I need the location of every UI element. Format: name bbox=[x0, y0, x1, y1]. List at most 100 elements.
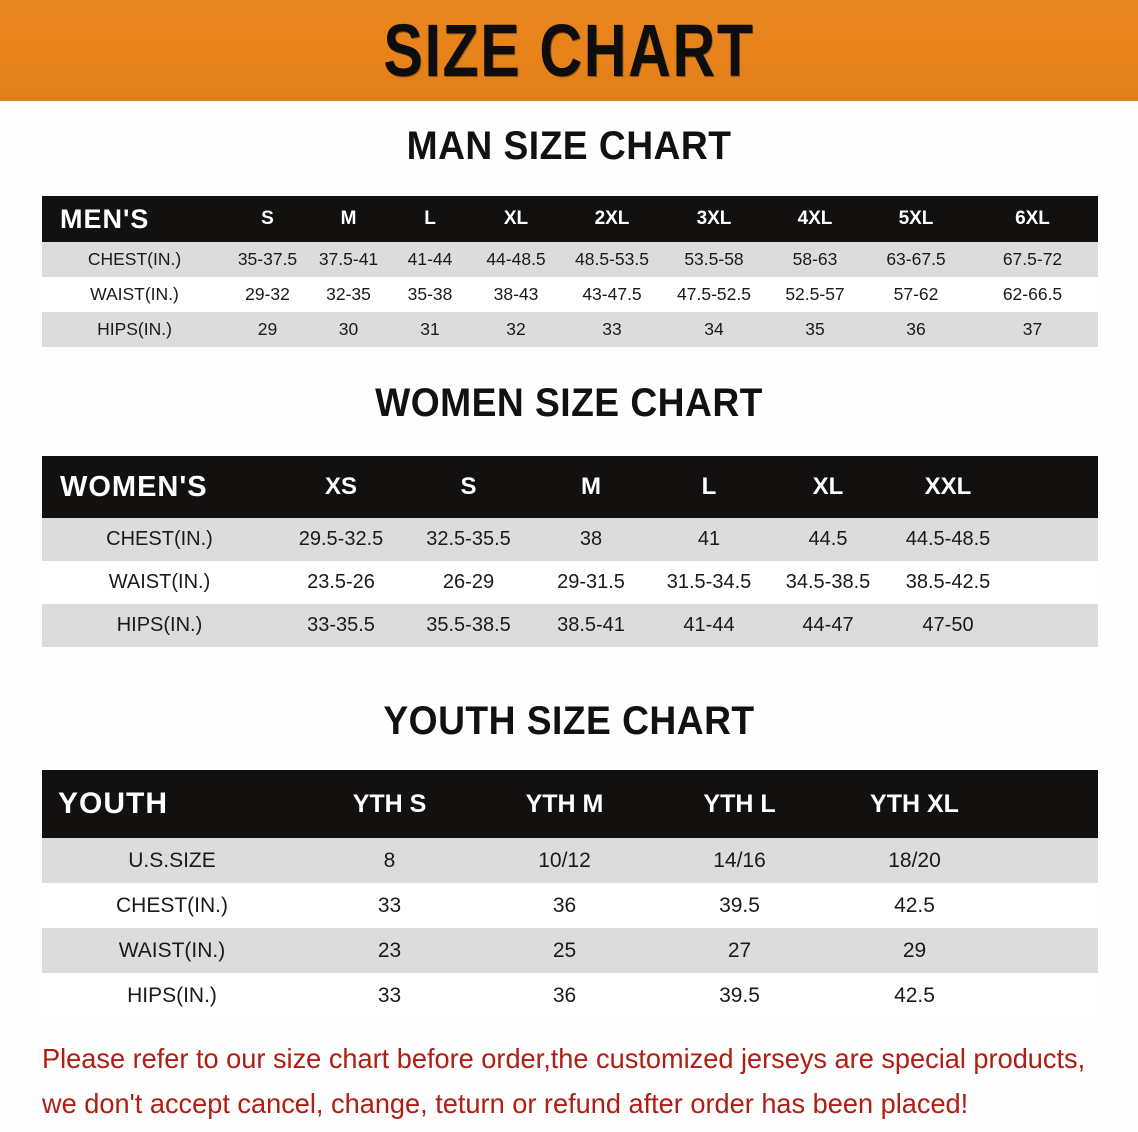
table-row: WAIST(IN.) 23.5-26 26-29 29-31.5 31.5-34… bbox=[42, 561, 1098, 604]
cell: 52.5-57 bbox=[785, 284, 845, 304]
cell: 26-29 bbox=[442, 571, 495, 593]
cell: 38.5-41 bbox=[557, 614, 625, 636]
cell: 18/20 bbox=[888, 848, 941, 872]
cell: 36 bbox=[552, 983, 577, 1007]
cell: 67.5-72 bbox=[1002, 249, 1063, 269]
cell: 36 bbox=[906, 319, 926, 339]
youth-size-table: YOUTH YTH S YTH M YTH L YTH XL U.S.SIZE … bbox=[42, 770, 1098, 1018]
cell: 32 bbox=[506, 319, 526, 339]
row-label-us-size: U.S.SIZE bbox=[128, 848, 216, 872]
cell: 38 bbox=[579, 528, 603, 550]
section-title-man: MAN SIZE CHART bbox=[406, 124, 732, 168]
table-row: HIPS(IN.) 33 36 39.5 42.5 bbox=[42, 973, 1098, 1018]
cell: 33 bbox=[377, 983, 402, 1007]
footer-note: Please refer to our size chart before or… bbox=[42, 1036, 1086, 1126]
men-col-m: M bbox=[308, 196, 389, 242]
cell: 29 bbox=[257, 319, 278, 339]
cell: 38-43 bbox=[493, 284, 539, 304]
cell bbox=[1002, 883, 1098, 928]
cell: 63-67.5 bbox=[886, 249, 946, 269]
cell: 34 bbox=[704, 319, 724, 339]
cell: 53.5-58 bbox=[684, 249, 744, 269]
table-row: HIPS(IN.) 33-35.5 35.5-38.5 38.5-41 41-4… bbox=[42, 604, 1098, 647]
men-size-table: MEN'S S M L XL 2XL 3XL 4XL 5XL 6XL CHEST… bbox=[42, 196, 1098, 347]
cell: 29 bbox=[902, 938, 927, 962]
table-row: WAIST(IN.) 29-32 32-35 35-38 38-43 43-47… bbox=[42, 277, 1098, 312]
banner-title: SIZE CHART bbox=[383, 8, 755, 92]
women-col-xxl: XXL bbox=[888, 456, 1008, 518]
women-col-xs: XS bbox=[277, 456, 405, 518]
cell: 48.5-53.5 bbox=[575, 249, 649, 269]
cell: 32.5-35.5 bbox=[426, 528, 511, 550]
men-col-2xl: 2XL bbox=[561, 196, 663, 242]
cell: 25 bbox=[552, 938, 577, 962]
cell: 29-31.5 bbox=[557, 571, 625, 593]
cell: 43-47.5 bbox=[582, 284, 642, 304]
table-row: CHEST(IN.) 29.5-32.5 32.5-35.5 38 41 44.… bbox=[42, 518, 1098, 561]
cell: 23.5-26 bbox=[307, 571, 375, 593]
women-size-table: WOMEN'S XS S M L XL XXL CHEST(IN.) 29.5-… bbox=[42, 456, 1098, 647]
youth-col-xl: YTH XL bbox=[827, 770, 1002, 838]
table-row: WAIST(IN.) 23 25 27 29 bbox=[42, 928, 1098, 973]
table-header-row: YOUTH YTH S YTH M YTH L YTH XL bbox=[42, 770, 1098, 838]
cell: 39.5 bbox=[719, 893, 760, 917]
youth-col-empty bbox=[1002, 770, 1098, 838]
cell: 44.5 bbox=[808, 528, 848, 550]
section-title-women: WOMEN SIZE CHART bbox=[375, 381, 763, 425]
row-label-chest: CHEST(IN.) bbox=[116, 893, 228, 917]
cell: 33 bbox=[377, 893, 402, 917]
cell: 41-44 bbox=[407, 249, 453, 269]
youth-header-label: YOUTH bbox=[42, 770, 302, 838]
row-label-hips: HIPS(IN.) bbox=[116, 614, 203, 636]
cell: 44-48.5 bbox=[486, 249, 546, 269]
row-label-chest: CHEST(IN.) bbox=[106, 528, 213, 550]
youth-col-s: YTH S bbox=[302, 770, 477, 838]
footer-note-line-2: we don't accept cancel, change, teturn o… bbox=[42, 1088, 969, 1119]
table-row: CHEST(IN.) 33 36 39.5 42.5 bbox=[42, 883, 1098, 928]
youth-col-m: YTH M bbox=[477, 770, 652, 838]
row-label-hips: HIPS(IN.) bbox=[97, 319, 172, 339]
men-col-3xl: 3XL bbox=[663, 196, 765, 242]
cell: 35 bbox=[805, 319, 825, 339]
cell bbox=[1002, 928, 1098, 973]
cell: 58-63 bbox=[792, 249, 838, 269]
men-col-l: L bbox=[389, 196, 471, 242]
cell: 31.5-34.5 bbox=[666, 571, 752, 593]
men-col-4xl: 4XL bbox=[765, 196, 865, 242]
women-col-xl: XL bbox=[768, 456, 888, 518]
men-col-xl: XL bbox=[471, 196, 561, 242]
footer-note-line-1: Please refer to our size chart before or… bbox=[42, 1043, 1086, 1074]
table-header-row: WOMEN'S XS S M L XL XXL bbox=[42, 456, 1098, 518]
cell: 8 bbox=[383, 848, 396, 872]
cell: 41-44 bbox=[683, 614, 735, 636]
women-col-empty bbox=[1008, 456, 1098, 518]
cell: 57-62 bbox=[893, 284, 939, 304]
cell: 47.5-52.5 bbox=[677, 284, 751, 304]
page-banner: SIZE CHART bbox=[0, 0, 1138, 101]
cell: 30 bbox=[338, 319, 359, 339]
cell bbox=[1008, 518, 1098, 561]
table-header-row: MEN'S S M L XL 2XL 3XL 4XL 5XL 6XL bbox=[42, 196, 1098, 242]
cell: 34.5-38.5 bbox=[785, 571, 871, 593]
cell: 10/12 bbox=[538, 848, 591, 872]
youth-col-l: YTH L bbox=[652, 770, 827, 838]
cell: 35.5-38.5 bbox=[426, 614, 511, 636]
cell: 31 bbox=[420, 319, 440, 339]
table-row: CHEST(IN.) 35-37.5 37.5-41 41-44 44-48.5… bbox=[42, 242, 1098, 277]
cell: 39.5 bbox=[719, 983, 760, 1007]
cell: 38.5-42.5 bbox=[905, 571, 991, 593]
cell: 14/16 bbox=[713, 848, 766, 872]
row-label-waist: WAIST(IN.) bbox=[118, 938, 226, 962]
cell: 23 bbox=[377, 938, 402, 962]
cell: 44.5-48.5 bbox=[905, 528, 991, 550]
cell: 37.5-41 bbox=[318, 249, 379, 269]
cell: 29.5-32.5 bbox=[298, 528, 384, 550]
cell: 33-35.5 bbox=[307, 614, 375, 636]
women-col-m: M bbox=[532, 456, 650, 518]
cell: 47-50 bbox=[922, 614, 974, 636]
cell bbox=[1002, 973, 1098, 1018]
table-row: HIPS(IN.) 29 30 31 32 33 34 35 36 37 bbox=[42, 312, 1098, 347]
cell: 36 bbox=[552, 893, 577, 917]
row-label-waist: WAIST(IN.) bbox=[90, 284, 179, 304]
